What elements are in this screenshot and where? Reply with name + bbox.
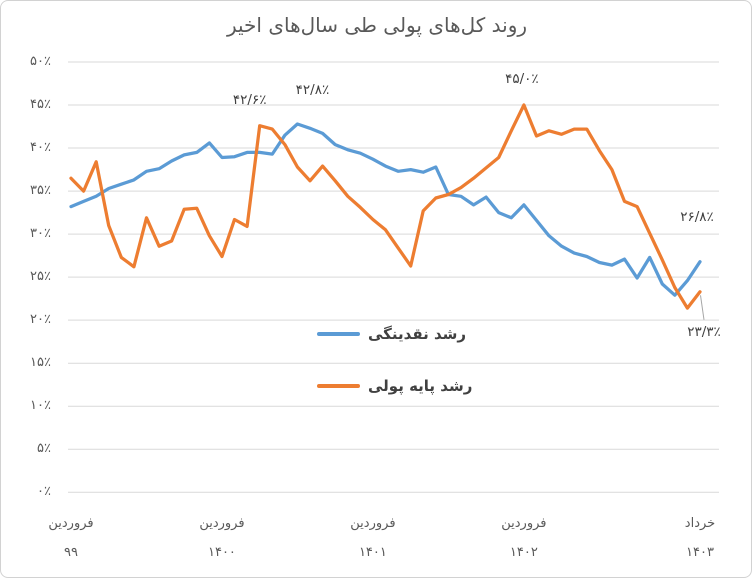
y-tick-label-0: ۰٪ bbox=[37, 484, 51, 500]
legend-label-liquidity: رشد نقدینگی bbox=[368, 325, 467, 343]
legend-item-liquidity: رشد نقدینگی bbox=[317, 323, 472, 345]
data-label-0: ۴۲/۶٪ bbox=[232, 91, 267, 108]
y-tick-label-30: ۳۰٪ bbox=[30, 226, 51, 242]
y-tick-label-5: ۵٪ bbox=[37, 441, 51, 457]
liquidity-growth-line bbox=[69, 122, 702, 297]
y-tick-label-15: ۱۵٪ bbox=[30, 355, 51, 371]
base-money-line-swatch-icon bbox=[317, 384, 360, 388]
x-tick-label-۱۴۰۰: فروردین ۱۴۰۰ bbox=[199, 516, 245, 560]
x-tick-label-۱۴۰۲: فروردین ۱۴۰۲ bbox=[501, 516, 547, 560]
data-label-1: ۴۲/۸٪ bbox=[295, 81, 330, 98]
liquidity-line-swatch-icon bbox=[317, 332, 360, 336]
y-tick-label-10: ۱۰٪ bbox=[30, 398, 51, 414]
legend-item-base-money: رشد پایه پولی bbox=[317, 375, 472, 397]
y-tick-label-35: ۳۵٪ bbox=[30, 183, 51, 199]
x-tick-label-۱۴۰۱: فروردین ۱۴۰۱ bbox=[350, 516, 396, 560]
legend-label-base-money: رشد پایه پولی bbox=[368, 377, 473, 395]
y-tick-label-20: ۲۰٪ bbox=[30, 312, 51, 328]
x-tick-label-۹۹: فروردین ۹۹ bbox=[48, 516, 94, 560]
data-label-4: ۲۳/۳٪ bbox=[687, 323, 721, 340]
y-tick-label-25: ۲۵٪ bbox=[30, 269, 51, 285]
base-money-growth-line bbox=[69, 103, 702, 310]
y-tick-label-50: ۵۰٪ bbox=[30, 54, 51, 69]
data-label-2: ۴۵/۰٪ bbox=[505, 71, 539, 88]
x-tick-label-۱۴۰۳: خرداد ۱۴۰۳ bbox=[684, 516, 716, 560]
legend: رشد نقدینگی رشد پایه پولی bbox=[317, 323, 472, 427]
annotation-leader-line bbox=[700, 295, 705, 320]
y-tick-label-40: ۴۰٪ bbox=[30, 140, 51, 156]
data-label-3: ۲۶/۸٪ bbox=[680, 208, 714, 225]
y-tick-label-45: ۴۵٪ bbox=[30, 97, 51, 113]
chart-title: روند کل‌های پولی طی سال‌های اخیر bbox=[226, 13, 528, 37]
